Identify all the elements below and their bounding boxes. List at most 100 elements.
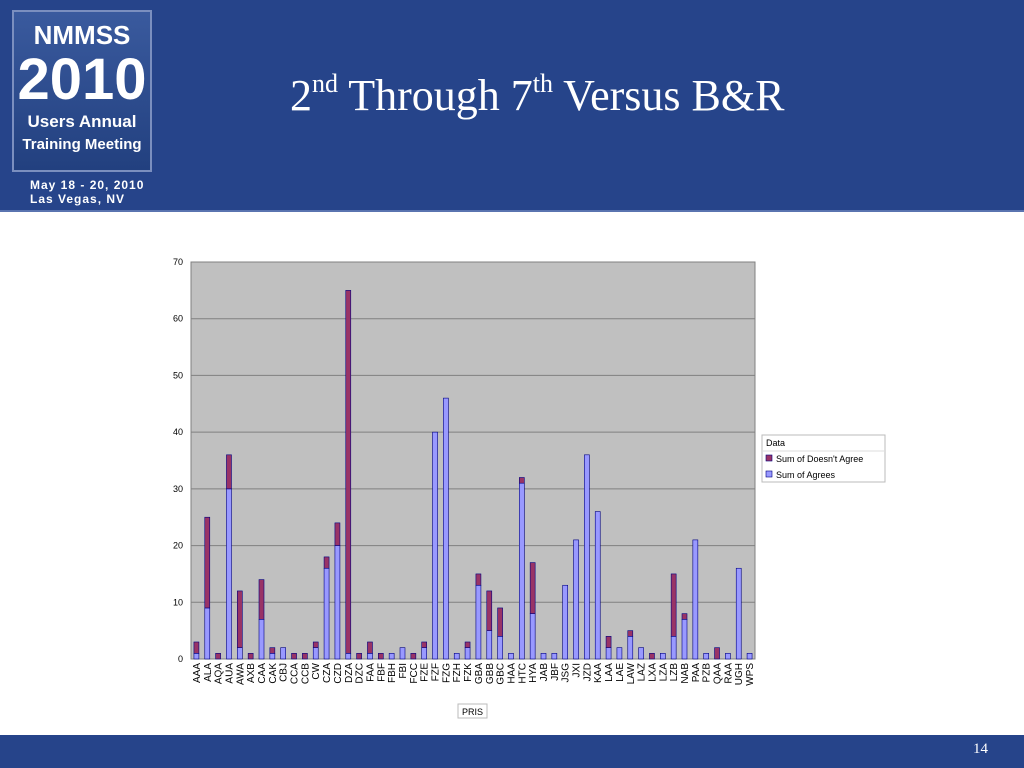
bar-segment <box>421 647 427 660</box>
bar-segment <box>399 647 406 660</box>
legend-box <box>761 434 886 483</box>
x-tick-label: AUA <box>224 663 235 684</box>
x-tick-label: FZF <box>431 663 442 681</box>
x-tick-label: LAZ <box>637 663 648 681</box>
logo: NMMSS 2010 Users Annual Training Meeting <box>12 10 152 172</box>
bar-segment <box>692 539 699 660</box>
bar-segment <box>226 488 232 660</box>
logo-line: Training Meeting <box>22 136 142 153</box>
bar-segment <box>334 522 341 546</box>
x-tick-label: AQA <box>214 663 225 684</box>
x-tick-label: FBH <box>387 663 398 683</box>
x-tick-label: QAA <box>713 663 724 684</box>
legend-swatch <box>765 454 773 462</box>
x-tick-label: LAE <box>615 663 626 682</box>
bar-segment <box>475 573 482 586</box>
x-tick-label: CW <box>311 662 322 679</box>
bar-segment <box>464 641 471 648</box>
bar-segment <box>237 647 243 660</box>
x-tick-label: GBA <box>474 663 485 684</box>
bar-segment <box>432 431 438 660</box>
event-place: Las Vegas, NV <box>30 192 126 206</box>
x-tick-label: LZA <box>658 663 669 682</box>
x-axis-title: PRIS <box>462 707 483 717</box>
bar-segment <box>226 454 232 490</box>
bar-segment <box>237 590 243 648</box>
legend-label: Sum of Agrees <box>776 470 836 480</box>
bar-segment <box>714 647 720 660</box>
x-tick-label: JBF <box>550 663 561 681</box>
x-tick-label: NAB <box>680 663 691 684</box>
x-tick-label: GBB <box>485 663 496 684</box>
y-tick-label: 70 <box>173 257 183 267</box>
bar-segment <box>258 579 265 620</box>
bar-segment <box>519 482 525 660</box>
y-tick-label: 30 <box>173 484 183 494</box>
x-tick-label: CAA <box>257 663 268 684</box>
bar-segment <box>746 653 753 660</box>
y-tick-label: 20 <box>173 541 183 551</box>
bar-segment <box>627 636 634 660</box>
x-tick-label: LXA <box>647 663 658 682</box>
x-tick-label: JAB <box>539 663 550 682</box>
x-tick-label: DZC <box>355 663 366 684</box>
x-tick-label: FZK <box>463 663 474 682</box>
x-tick-label: CBJ <box>279 663 290 682</box>
x-tick-label: CCB <box>300 663 311 684</box>
bar-segment <box>193 653 200 660</box>
x-tick-label: UGH <box>734 663 745 685</box>
x-tick-label: AWA <box>235 663 246 685</box>
bar-segment <box>388 653 395 660</box>
bar-segment <box>280 647 286 660</box>
bar-segment <box>356 653 362 660</box>
bar-segment <box>703 653 709 660</box>
x-tick-label: CCA <box>290 663 301 684</box>
logo-line: Users Annual <box>27 112 137 131</box>
bar-segment <box>508 653 514 660</box>
bar-segment <box>323 556 330 569</box>
bar-segment <box>486 590 493 631</box>
bar-segment <box>681 618 688 660</box>
bar-segment <box>497 636 503 660</box>
x-tick-label: CAK <box>268 663 279 684</box>
bar-segment <box>486 630 493 660</box>
bar-segment <box>302 653 308 660</box>
bar-segment <box>367 641 373 654</box>
x-tick-label: JZD <box>582 663 593 681</box>
bar-segment <box>681 613 688 620</box>
bar-segment <box>421 641 427 648</box>
x-tick-label: AXB <box>246 663 257 683</box>
x-tick-label: GBC <box>496 663 507 685</box>
bar-segment <box>334 545 341 660</box>
y-tick-label: 40 <box>173 427 183 437</box>
x-tick-label: FZE <box>420 663 431 682</box>
page-number: 14 <box>973 741 988 757</box>
bar-segment <box>193 641 200 654</box>
x-tick-label: FCC <box>409 663 420 684</box>
bar-segment <box>345 653 352 660</box>
bar-segment <box>627 630 634 637</box>
x-tick-label: AAA <box>192 663 203 683</box>
bar-segment <box>323 567 330 660</box>
bar-segment <box>345 290 352 654</box>
logo-year: 2010 <box>17 47 147 112</box>
axis-title-box <box>457 703 488 719</box>
bar-segment <box>529 613 536 660</box>
x-tick-label: CZD <box>333 663 344 684</box>
y-tick-label: 50 <box>173 370 183 380</box>
header: NMMSS 2010 Users Annual Training Meeting… <box>0 0 1024 212</box>
legend-title: Data <box>766 438 785 448</box>
bar-segment <box>551 653 558 660</box>
bar-segment <box>475 584 482 660</box>
bar-segment <box>594 511 601 660</box>
bar-segment <box>258 618 265 660</box>
x-tick-label: WPS <box>745 663 756 686</box>
bar-segment <box>649 653 655 660</box>
bar-segment <box>464 647 471 660</box>
bar-segment <box>735 567 742 660</box>
event-dates: May 18 - 20, 2010 <box>30 178 145 192</box>
y-tick-label: 60 <box>173 314 183 324</box>
x-tick-label: ALA <box>203 663 214 682</box>
bar-segment <box>453 653 460 660</box>
y-tick-label: 10 <box>173 597 183 607</box>
